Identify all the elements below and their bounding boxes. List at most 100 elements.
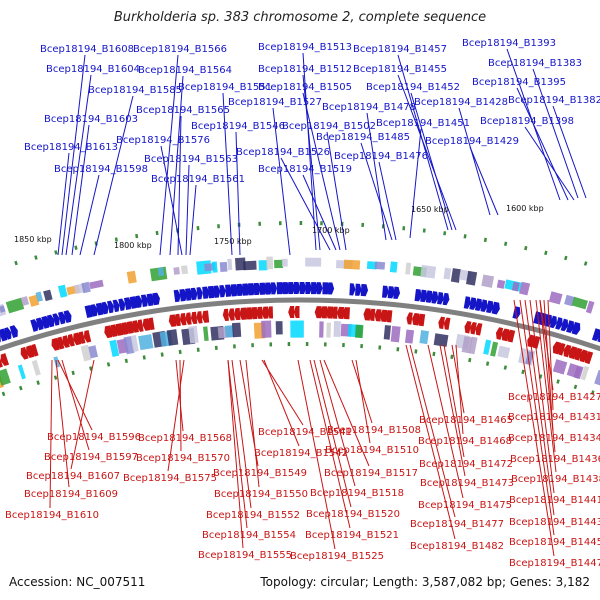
reverse-callout-line [547,299,554,411]
forward-gene-arrow [544,314,553,327]
reverse-gene-arrow [20,346,29,360]
reverse-callout-line [513,299,555,557]
reverse-gene-arrow [148,317,155,330]
reverse-gene-arrow [228,308,235,321]
reverse-callout-line [319,359,356,487]
scale-ring [1,220,595,397]
feature-block [31,359,41,376]
feature-block [258,260,268,271]
forward-gene-arrow [282,282,290,295]
reverse-gene-label: Bcep18194_B1550 [214,489,308,500]
feature-block [261,320,272,338]
forward-gene-arrow [225,284,233,297]
scale-tick [583,261,588,266]
forward-callout-line [326,131,347,251]
reverse-gene-arrow [443,317,451,330]
reverse-gene-arrow [325,306,334,319]
feature-block [17,364,26,380]
reverse-gene-label: Bcep18194_B1508 [327,425,421,436]
forward-callout-line [177,115,182,256]
feature-block [404,329,415,344]
forward-gene-arrow [236,283,244,297]
scale-tick [14,260,18,266]
forward-callout-line [272,107,291,256]
feature-block [571,296,588,310]
feature-block [580,365,590,381]
forward-gene-label: Bcep18194_B1502 [282,121,376,132]
reverse-callout-line [451,344,465,414]
feature-block [126,270,137,284]
feature-block [481,274,495,288]
reverse-callout-line [167,359,185,472]
scale-tick [53,375,58,380]
feature-block [173,266,180,275]
reverse-gene-arrow [261,306,269,319]
feature-block [81,281,91,294]
reverse-callout-line [524,299,555,516]
feature-block [35,291,44,302]
scale-label: 1600 kbp [506,204,544,213]
forward-gene-arrow [4,327,12,340]
forward-gene-arrow [276,282,285,295]
feature-block [552,359,568,375]
reverse-gene-arrow [320,306,328,319]
forward-gene-arrow [555,317,563,330]
scale-tick [538,374,543,379]
reverse-gene-arrow [552,341,562,355]
forward-gene-arrow [41,315,50,329]
scale-tick [1,391,6,397]
reverse-gene-arrow [579,349,588,363]
forward-callout-line [235,131,241,256]
reverse-gene-label: Bcep18194_B1552 [206,510,300,521]
feature-block [343,259,361,270]
feature-block [305,257,322,267]
forward-callout-line [57,152,70,256]
forward-gene-arrow [316,282,323,295]
reverse-gene-arrow [574,347,583,361]
forward-callout-line [532,68,579,199]
reverse-gene-label: Bcep18194_B1443 [509,517,600,528]
reverse-callout-line [519,299,555,536]
feature-block [211,261,218,273]
feature-block [231,322,242,338]
reverse-gene-arrow [417,313,426,327]
forward-gene-arrow [0,334,1,343]
forward-gene-label: Bcep18194_B1476 [334,151,428,162]
reverse-callout-line [227,359,248,529]
scale-tick [483,237,487,243]
reverse-gene-arrow [26,345,35,359]
feature-block [319,321,324,338]
reverse-gene-arrow [469,321,477,335]
forward-callout-line [302,52,317,251]
forward-gene-label: Bcep18194_B1565 [136,105,230,116]
forward-gene-arrow [242,283,250,296]
feature-block [57,284,68,298]
backbone [0,297,600,352]
reverse-gene-arrow [190,311,198,325]
reverse-gene-arrow [568,346,578,360]
reverse-callout-line [245,359,260,488]
reverse-gene-label: Bcep18194_B1549 [213,468,307,479]
scale-tick [155,230,159,236]
forward-gene-label: Bcep18194_B1429 [425,136,519,147]
forward-gene-arrow [30,319,39,332]
forward-gene-label: Bcep18194_B1585 [88,85,182,96]
reverse-gene-arrow [336,306,345,320]
forward-gene-arrow [591,328,600,342]
reverse-gene-label: Bcep18194_B1473 [420,478,514,489]
forward-gene-arrow [35,317,44,331]
forward-gene-label: Bcep18194_B1613 [24,142,118,153]
reverse-gene-label: Bcep18194_B1438 [511,474,600,485]
forward-gene-arrow [135,295,143,308]
reverse-gene-arrow [464,320,472,334]
forward-gene-label: Bcep18194_B1428 [414,97,508,108]
reverse-gene-arrow [179,313,187,326]
reverse-gene-arrow [412,312,420,326]
reverse-gene-label: Bcep18194_B1520 [306,509,400,520]
scale-tick [106,362,111,367]
reverse-gene-label: Bcep18194_B1434 [508,433,600,444]
forward-gene-arrow [288,282,296,295]
forward-gene-arrow [491,301,500,315]
feature-block [5,297,25,314]
feature-block [242,260,257,271]
